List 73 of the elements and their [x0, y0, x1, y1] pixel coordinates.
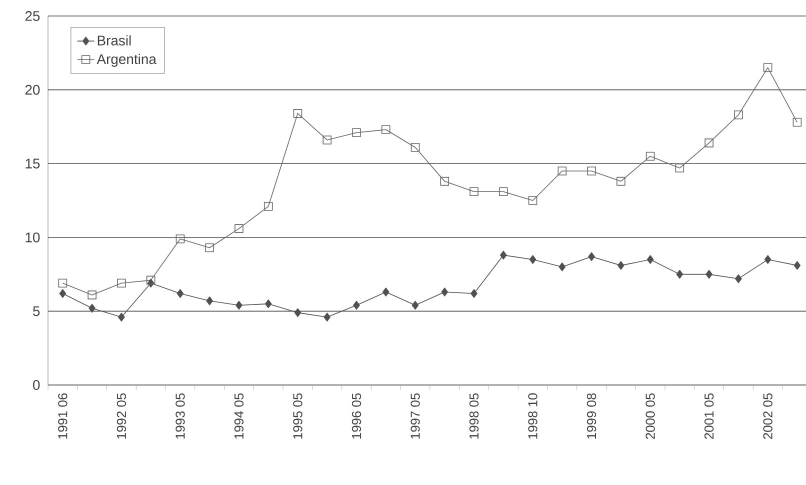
point: [205, 243, 214, 252]
y-tick-label: 0: [33, 380, 40, 390]
x-tick-label: 2001 05: [704, 393, 714, 439]
point: [352, 128, 361, 137]
x-tick-label: 1991 06: [58, 393, 68, 439]
point: [441, 288, 448, 296]
point: [440, 176, 450, 186]
x-tick-label: 1998 10: [528, 393, 538, 439]
y-tick-label: 5: [33, 306, 40, 316]
point: [146, 276, 156, 285]
point: [616, 176, 626, 186]
point: [176, 234, 185, 244]
point: [381, 125, 390, 134]
point: [147, 278, 154, 288]
point: [293, 109, 302, 118]
point: [88, 290, 96, 300]
point: [558, 166, 567, 176]
point: [176, 289, 184, 298]
legend-label: Brasil: [98, 35, 131, 46]
point: [206, 296, 213, 306]
x-tick-label: 1993 05: [176, 393, 185, 439]
legend-label: Argentina: [96, 54, 156, 67]
x-tick-label: 1997 05: [410, 393, 420, 439]
point: [763, 63, 772, 72]
x-tick-label: 1995 05: [293, 393, 302, 439]
point: [500, 250, 507, 260]
point: [117, 278, 126, 288]
point: [294, 308, 302, 318]
y-tick-label: 25: [25, 11, 40, 21]
point: [646, 152, 655, 161]
point: [792, 118, 802, 127]
x-tick-label: 1996 05: [352, 393, 362, 439]
point: [382, 288, 390, 296]
point: [734, 110, 743, 120]
point: [324, 312, 331, 322]
point: [676, 270, 684, 279]
point: [353, 300, 360, 310]
point: [675, 164, 684, 172]
y-tick-label: 15: [26, 158, 40, 168]
point: [234, 224, 244, 233]
point: [470, 289, 478, 298]
point: [470, 187, 478, 196]
x-tick-label: 2002 05: [763, 393, 772, 439]
x-tick-label: 1999 08: [586, 393, 596, 439]
point: [794, 261, 801, 270]
y-tick-label: 20: [25, 84, 40, 95]
point: [118, 312, 125, 322]
point: [59, 289, 66, 298]
point: [498, 187, 508, 196]
point: [264, 299, 272, 308]
point: [558, 262, 566, 272]
point: [646, 255, 654, 264]
point: [410, 142, 420, 152]
point: [588, 252, 595, 261]
point: [264, 202, 273, 211]
point: [764, 255, 772, 264]
x-tick-label: 1994 05: [234, 393, 244, 439]
point: [236, 300, 242, 310]
point: [587, 166, 596, 176]
x-tick-label: 1998 05: [469, 393, 479, 439]
point: [58, 278, 68, 288]
point: [704, 138, 714, 148]
point: [412, 300, 419, 310]
point: [529, 255, 536, 264]
x-tick-label: 2000 05: [646, 393, 655, 439]
point: [735, 274, 742, 284]
y-tick-label: 10: [26, 232, 40, 242]
point: [706, 270, 712, 279]
point: [618, 261, 624, 270]
point: [528, 196, 538, 205]
x-tick-label: 1992 05: [116, 393, 126, 439]
point: [322, 136, 332, 144]
point: [88, 304, 96, 313]
